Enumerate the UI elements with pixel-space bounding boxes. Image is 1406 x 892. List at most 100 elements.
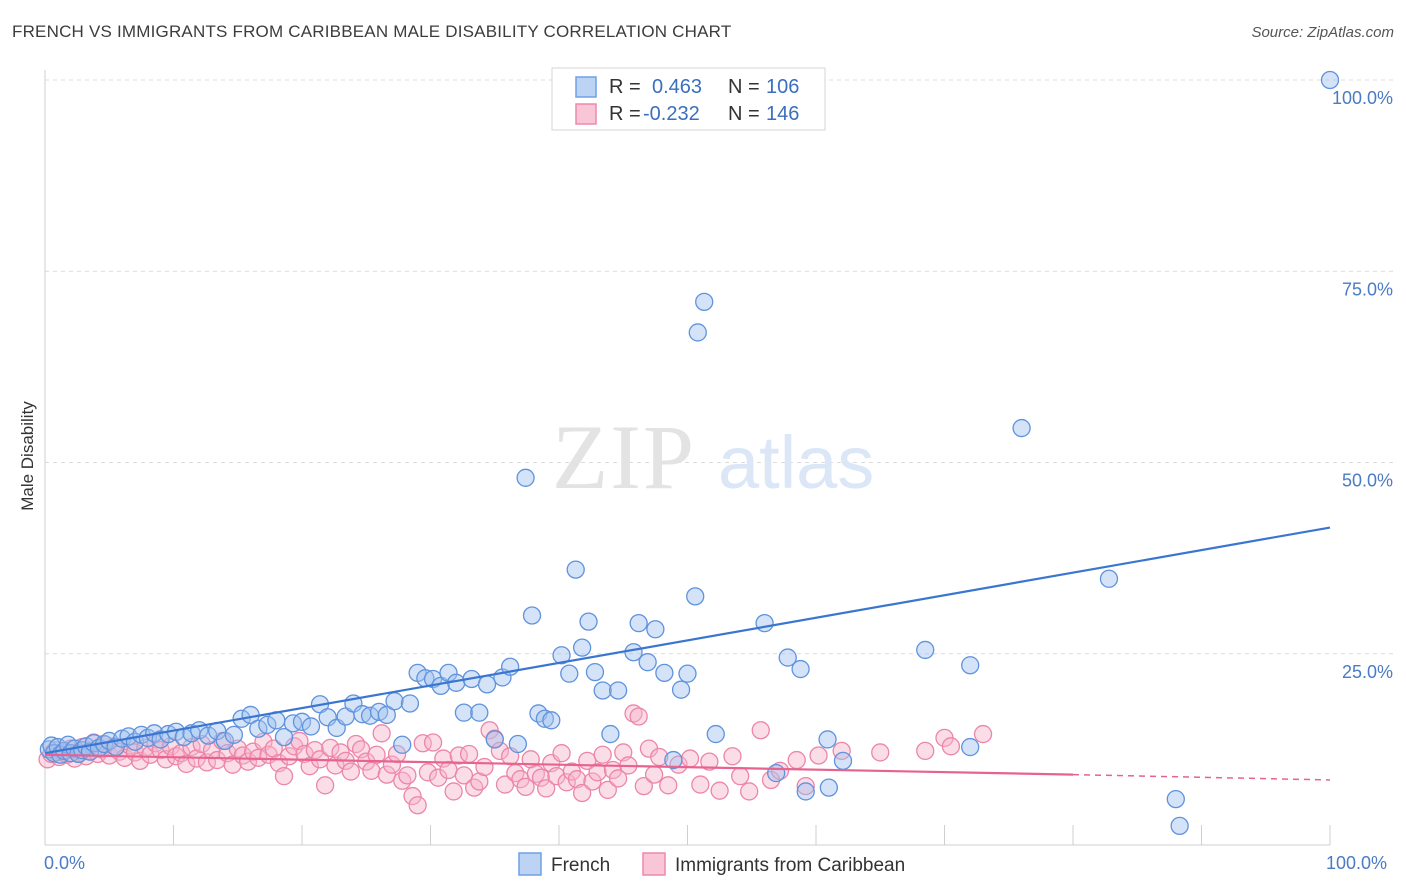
legend-r-label-caribbean: R =	[609, 103, 641, 125]
caribbean-point	[916, 741, 935, 761]
caribbean-point	[177, 754, 196, 774]
french-point	[224, 725, 244, 744]
caribbean-point	[454, 766, 474, 785]
caribbean-point	[362, 761, 381, 780]
caribbean-point	[537, 779, 556, 798]
french-point	[258, 715, 277, 735]
caribbean-point	[315, 776, 335, 795]
french-point	[585, 662, 605, 682]
legend-frame	[551, 67, 826, 131]
legend-box: R = 0.463 N = 106 R = -0.232 N = 146	[551, 67, 826, 131]
caribbean-trend-extension	[1072, 773, 1331, 781]
caribbean-point	[583, 772, 602, 791]
french-point	[1166, 789, 1185, 809]
watermark: ZIP atlas	[552, 406, 874, 508]
caribbean-point	[634, 776, 653, 796]
caribbean-point	[796, 776, 815, 796]
x-tick-label-max: 100.0%	[1326, 853, 1387, 873]
y-tick-label: 25.0%	[1342, 662, 1393, 682]
french-point	[608, 681, 628, 700]
caribbean-point	[598, 780, 617, 800]
y-tick-label: 75.0%	[1342, 279, 1393, 299]
legend-r-value-french: 0.463	[652, 76, 702, 98]
french-point	[393, 735, 412, 754]
caribbean-point	[608, 769, 628, 788]
caribbean-point	[439, 760, 458, 780]
caribbean-point	[459, 744, 479, 764]
caribbean-point	[444, 782, 463, 801]
french-point	[686, 587, 705, 606]
caribbean-point	[552, 744, 571, 763]
legend-swatch-caribbean	[575, 103, 597, 125]
french-point	[688, 323, 707, 342]
french-point	[274, 727, 294, 747]
french-point	[961, 737, 980, 757]
french-point	[1099, 569, 1119, 588]
french-point	[566, 560, 585, 579]
french-point	[249, 719, 268, 738]
caribbean-point	[557, 773, 576, 792]
french-point	[292, 712, 312, 731]
french-point	[818, 730, 837, 749]
x-ticks	[44, 825, 1331, 845]
caribbean-point	[624, 704, 643, 723]
french-point	[301, 717, 321, 736]
french-point	[767, 763, 786, 783]
y-tick-label: 100.0%	[1332, 88, 1393, 108]
french-point	[796, 782, 815, 801]
french-point	[601, 724, 620, 744]
bottom-legend-swatch-caribbean	[642, 852, 666, 876]
legend-n-value-french: 106	[766, 76, 799, 98]
source-credit: Source: ZipAtlas.com	[1251, 24, 1394, 41]
french-point	[454, 703, 474, 722]
french-point	[678, 664, 697, 683]
caribbean-point	[567, 770, 587, 789]
french-point	[560, 664, 579, 683]
caribbean-point	[321, 738, 340, 757]
caribbean-point	[367, 745, 386, 764]
caribbean-point	[973, 724, 993, 744]
french-point	[522, 606, 542, 625]
y-axis-label: Male Disability	[18, 401, 37, 511]
bottom-legend-label-french: French	[551, 855, 610, 876]
french-point	[664, 750, 683, 770]
caribbean-point	[710, 781, 729, 800]
chart-title: FRENCH VS IMMIGRANTS FROM CARIBBEAN MALE…	[12, 22, 732, 41]
caribbean-point	[588, 763, 607, 782]
caribbean-point	[398, 766, 417, 785]
caribbean-point	[285, 737, 304, 756]
french-point	[400, 694, 420, 713]
french-point	[1320, 70, 1340, 90]
french-point	[579, 612, 598, 631]
caribbean-point	[659, 776, 678, 795]
french-trend-line	[44, 526, 1331, 755]
caribbean-point	[787, 750, 806, 770]
french-point	[819, 778, 838, 797]
watermark-zip: ZIP	[552, 406, 696, 508]
french-point	[508, 734, 528, 754]
french-point	[671, 680, 691, 699]
caribbean-point	[691, 775, 710, 794]
caribbean-point	[723, 747, 742, 766]
trend-lines	[44, 526, 1331, 781]
watermark-atlas: atlas	[718, 421, 874, 504]
caribbean-point	[238, 752, 258, 771]
bottom-legend-label-caribbean: Immigrants from Caribbean	[675, 855, 905, 876]
french-point	[916, 640, 935, 660]
legend-swatch-french	[575, 76, 597, 98]
legend-n-label-french: N =	[728, 76, 760, 98]
caribbean-point	[346, 734, 366, 754]
caribbean-point	[490, 741, 510, 761]
grid-lines	[45, 79, 1395, 655]
french-point	[629, 614, 648, 633]
caribbean-point	[740, 782, 759, 801]
caribbean-point	[423, 733, 443, 752]
caribbean-point	[751, 721, 770, 740]
caribbean-point	[408, 796, 427, 815]
french-point	[215, 731, 235, 751]
french-point	[516, 468, 535, 487]
french-point	[755, 614, 774, 633]
legend-r-value-caribbean: -0.232	[643, 103, 700, 125]
caribbean-point	[403, 786, 422, 806]
caribbean-point	[941, 737, 961, 756]
